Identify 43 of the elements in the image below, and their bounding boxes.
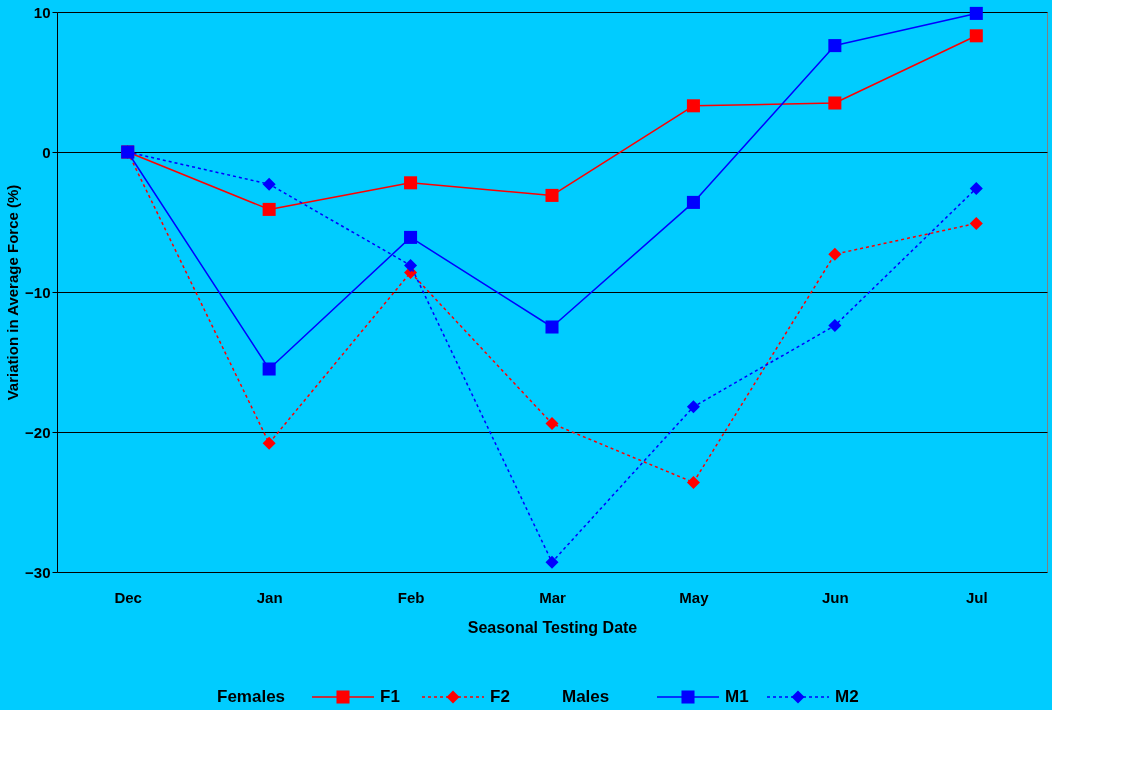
x-tick-label: May: [679, 588, 710, 606]
x-tick-label: Jul: [965, 588, 988, 606]
point: [686, 195, 700, 209]
point: [545, 555, 559, 569]
point: [404, 230, 418, 244]
point: [828, 39, 842, 53]
point: [686, 475, 700, 489]
legend-label: M1: [725, 687, 749, 706]
text: Females: [217, 687, 286, 706]
point: [262, 362, 276, 376]
point: [262, 202, 276, 216]
y-tick-label: −30: [25, 563, 51, 581]
y-tick-label: 0: [42, 143, 51, 161]
point: [545, 320, 559, 334]
y-tick-label: −10: [25, 283, 51, 301]
text: Males: [562, 687, 610, 706]
x-tick-label: Jun: [822, 588, 849, 606]
point: [545, 188, 559, 202]
point: [828, 319, 842, 333]
x-tick-label: Mar: [539, 588, 566, 606]
legend-label: M2: [835, 687, 859, 706]
x-tick-label: Feb: [397, 588, 425, 606]
legend-label: F2: [490, 687, 510, 706]
point: [828, 247, 842, 261]
legend-label: F1: [380, 687, 400, 706]
x-tick-label: Dec: [114, 588, 142, 606]
y-tick-label: 10: [33, 3, 51, 21]
x-axis-title: Seasonal Testing Date: [467, 618, 638, 636]
point: [262, 177, 276, 191]
x-tick-label: Jan: [256, 588, 283, 606]
y-axis-title: Variation in Average Force (%): [4, 184, 22, 401]
point: [686, 400, 700, 414]
point: [686, 99, 700, 113]
point: [404, 176, 418, 190]
y-tick-label: −20: [25, 423, 51, 441]
point: [545, 417, 559, 431]
point: [969, 6, 983, 20]
point: [828, 96, 842, 110]
point: [404, 258, 418, 272]
point: [262, 436, 276, 450]
point: [969, 216, 983, 230]
point: [969, 29, 983, 43]
point: [969, 181, 983, 195]
